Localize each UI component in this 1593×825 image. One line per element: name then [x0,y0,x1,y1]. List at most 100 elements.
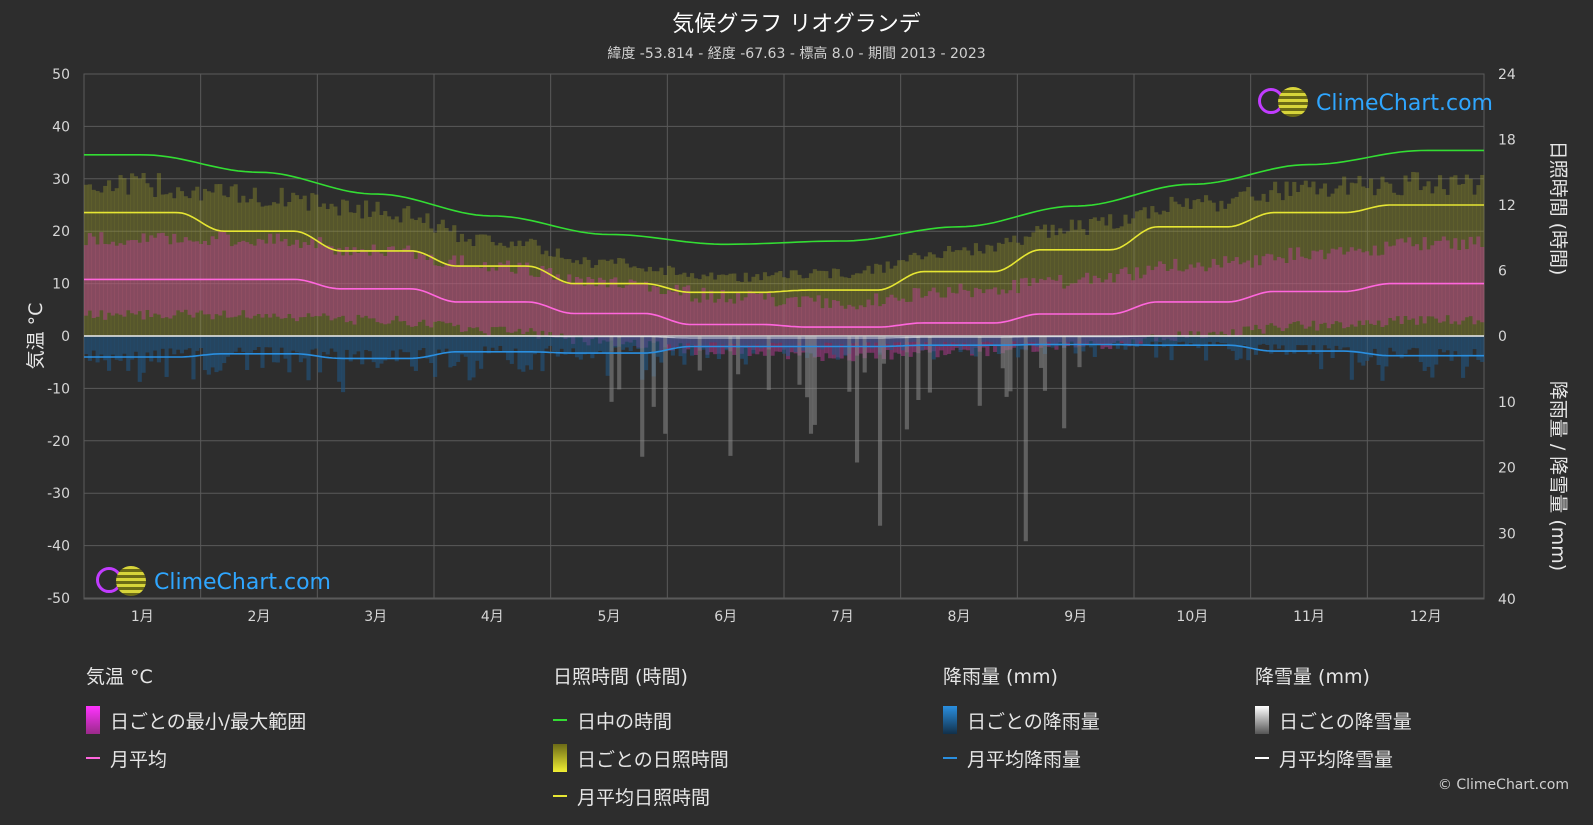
daily-rain-bar [747,336,752,346]
daily-sunshine-bar [1468,178,1473,336]
daily-temp-range-bar [747,290,752,356]
daily-temp-range-bar [808,297,814,353]
daily-rain-bar [1407,336,1412,350]
daily-temp-range-bar [429,254,434,328]
logo-bottom-left[interactable]: ClimeChart.com [96,566,331,598]
daily-sunshine-bar [789,270,794,336]
daily-sunshine-bar [851,274,856,336]
legend-item: 月平均降雪量 [1255,739,1412,777]
daily-rain-bar [686,336,691,344]
daily-rain-bar [1384,336,1389,367]
daily-temp-range-bar [475,267,480,328]
daily-sunshine-bar [693,278,698,336]
daily-rain-bar [528,336,534,370]
daily-rain-bar [356,336,361,352]
daily-sunshine-bar [1004,237,1009,336]
daily-temp-range-bar [1349,247,1354,325]
daily-temp-range-bar [1111,282,1117,343]
daily-sunshine-bar [471,246,476,336]
month-tick-label: 5月 [598,609,621,625]
daily-sunshine-bar [1161,210,1166,336]
daily-rain-bar [1111,336,1117,344]
daily-rain-bar [459,336,465,355]
daily-temp-range-bar [467,266,472,328]
daily-temp-range-bar [724,302,729,349]
daily-rain-bar [1315,336,1320,354]
daily-temp-range-bar [340,255,346,316]
daily-temp-range-bar [126,240,131,311]
daily-rain-bar [340,336,346,393]
daily-rain-bar [84,336,89,355]
daily-rain-bar [99,336,104,355]
logo-top-right[interactable]: ClimeChart.com [1258,87,1493,119]
daily-snow-bar [640,336,645,457]
daily-sunshine-bar [651,271,656,336]
daily-sunshine-bar [260,206,265,336]
daily-temp-range-bar [1165,270,1170,339]
daily-rain-bar [835,336,840,360]
daily-temp-range-bar [1131,280,1136,340]
legend-label: 日中の時間 [577,710,673,733]
daily-rain-bar [333,336,338,352]
month-tick-label: 4月 [481,609,504,625]
daily-sunshine-bar [344,200,349,336]
daily-rain-bar [517,336,522,370]
daily-sunshine-bar [1299,184,1305,336]
daily-sunshine-bar [1150,206,1155,336]
daily-temp-range-bar [252,245,257,316]
daily-sunshine-bar [1131,218,1136,336]
daily-rain-bar [647,336,652,353]
daily-temp-range-bar [1088,283,1094,342]
daily-sunshine-bar [655,271,660,336]
daily-sunshine-bar [1441,189,1446,336]
daily-sunshine-bar [1269,190,1274,336]
daily-temp-range-bar [897,300,902,354]
daily-rain-bar [1368,336,1374,358]
right-precip-tick-label: 40 [1498,592,1516,608]
daily-temp-range-bar [1077,279,1082,347]
daily-temp-range-bar [797,307,802,356]
daily-rain-bar [950,336,955,343]
daily-rain-bar [413,336,418,371]
daily-temp-range-bar [84,245,89,316]
daily-rain-bar [467,336,472,381]
daily-rain-bar [1480,336,1485,362]
daily-rain-bar [605,336,610,376]
daily-rain-bar [179,336,185,354]
daily-rain-bar [1192,336,1197,345]
daily-temp-range-bar [1280,258,1285,332]
daily-rain-bar [920,336,925,351]
daily-temp-range-bar [463,266,468,332]
daily-temp-range-bar [1430,245,1435,317]
daily-sunshine-bar [751,276,756,336]
daily-sunshine-bar [989,245,994,336]
daily-rain-bar [364,336,369,350]
daily-sunshine-bar [877,264,883,336]
daily-sunshine-bar [252,187,257,336]
daily-sunshine-bar [601,259,606,336]
daily-sunshine-bar [294,195,300,336]
daily-sunshine-bar [1326,196,1331,336]
daily-rain-bar [943,336,948,342]
daily-rain-bar [947,336,952,346]
daily-temp-range-bar [122,244,127,317]
right-sunshine-tick-label: 0 [1498,329,1507,345]
daily-rain-bar [360,336,365,365]
daily-sunshine-bar [264,205,269,336]
daily-temp-range-bar [736,291,741,348]
daily-sunshine-bar [862,270,867,336]
daily-temp-range-bar [505,260,511,333]
daily-sunshine-bar [774,272,779,336]
daily-sunshine-bar [632,266,637,336]
daily-rain-bar [559,336,564,349]
month-tick-label: 11月 [1293,609,1325,625]
daily-temp-range-bar [1265,253,1270,325]
daily-sunshine-bar [1042,224,1048,336]
daily-sunshine-bar [739,281,745,336]
left-tick-label: -10 [47,381,70,397]
daily-snow-bar [854,336,860,463]
daily-temp-range-bar [321,245,326,314]
daily-snow-bar [1004,336,1009,397]
daily-temp-range-bar [1414,244,1420,325]
daily-sunshine-bar [701,274,706,336]
